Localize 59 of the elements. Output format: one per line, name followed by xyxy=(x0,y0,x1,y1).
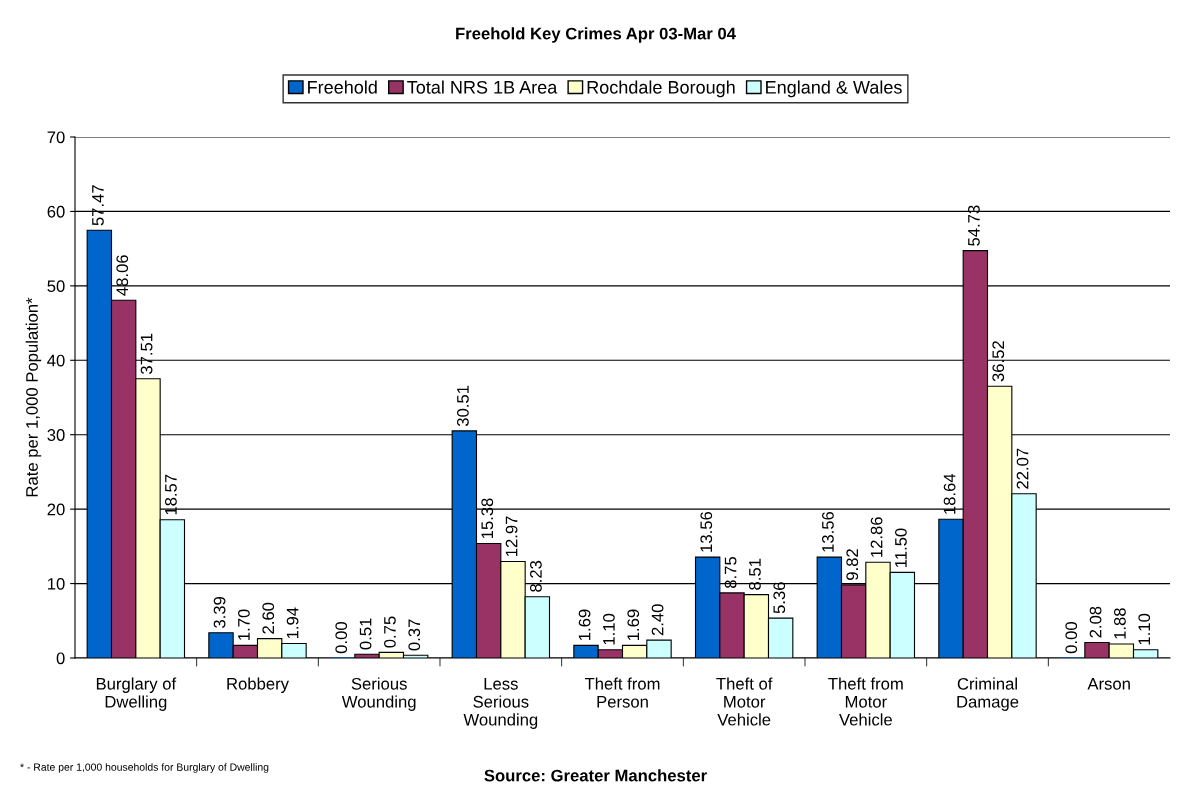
data-label: 54.73 xyxy=(968,205,980,246)
x-tick-label: Burglary of Dwelling xyxy=(96,677,177,711)
source-note: Source: Greater Manchester xyxy=(484,769,707,782)
data-label: 0.00 xyxy=(1065,622,1078,654)
data-label: 36.52 xyxy=(992,341,1005,382)
text: * - Rate per 1,000 households for Burglary of Dwelling xyxy=(20,763,269,773)
data-label: 0.51 xyxy=(359,618,372,650)
data-label: 0.00 xyxy=(335,622,348,654)
legend-label: England & Wales xyxy=(766,80,902,98)
data-label: 1.88 xyxy=(1114,608,1126,639)
data-label: 1.10 xyxy=(603,613,615,645)
x-tick-label: Theft from Person xyxy=(584,677,660,708)
y-tick-label: 40 xyxy=(47,354,65,367)
data-label: 1.70 xyxy=(238,609,250,640)
data-label: 12.86 xyxy=(870,517,883,557)
data-label: 1.10 xyxy=(1138,613,1151,645)
y-tick-label: 20 xyxy=(47,503,65,516)
data-label: 0.75 xyxy=(384,616,396,648)
y-tick-label: 70 xyxy=(47,131,65,144)
data-label: 48.06 xyxy=(116,255,129,296)
data-label: 1.69 xyxy=(578,609,591,640)
data-label: 30.51 xyxy=(457,385,469,427)
data-label: 3.39 xyxy=(213,596,226,628)
y-tick-label: 50 xyxy=(47,280,65,293)
data-label: 1.94 xyxy=(286,607,299,639)
y-tick-label: 30 xyxy=(47,429,65,441)
data-label: 9.82 xyxy=(846,549,859,580)
x-tick-label: Arson xyxy=(1087,678,1130,690)
y-tick-label: 60 xyxy=(47,205,65,218)
data-label: 8.23 xyxy=(530,560,542,592)
data-label: 2.08 xyxy=(1089,606,1102,638)
data-label: 2.40 xyxy=(651,604,664,636)
data-label: 12.97 xyxy=(505,516,518,557)
y-tick-label: 0 xyxy=(56,652,65,665)
data-label: 8.75 xyxy=(724,556,737,588)
legend-label: Rochdale Borough xyxy=(587,80,735,98)
legend-label: Total NRS 1B Area xyxy=(407,80,558,94)
y-axis-title: Rate per 1,000 Population* xyxy=(25,297,42,497)
data-label: 13.56 xyxy=(700,511,713,552)
data-label: 37.51 xyxy=(140,333,153,375)
x-tick-label: Less Serious Wounding xyxy=(463,678,538,729)
data-label: 1.69 xyxy=(627,609,640,640)
y-tick-label: 10 xyxy=(48,577,65,590)
legend-label: Freehold xyxy=(308,80,377,94)
x-tick-label: Robbery xyxy=(227,677,289,693)
data-label: 18.64 xyxy=(943,473,956,514)
chart-title: Freehold Key Crimes Apr 03-Mar 04 xyxy=(456,27,736,43)
data-label: 13.56 xyxy=(822,511,834,552)
data-label: 0.37 xyxy=(408,619,421,651)
data-label: 15.38 xyxy=(481,498,494,539)
x-tick-label: Serious Wounding xyxy=(341,677,416,711)
data-label: 57.47 xyxy=(92,185,104,226)
data-label: 11.50 xyxy=(895,528,907,567)
data-label: 18.57 xyxy=(165,474,177,515)
x-tick-label: Criminal Damage xyxy=(957,677,1019,711)
data-label: 2.60 xyxy=(262,602,275,634)
x-tick-label: Theft of Motor Vehicle xyxy=(716,677,773,726)
x-tick-label: Theft from Motor Vehicle xyxy=(828,677,903,726)
data-label: 22.07 xyxy=(1016,448,1029,489)
